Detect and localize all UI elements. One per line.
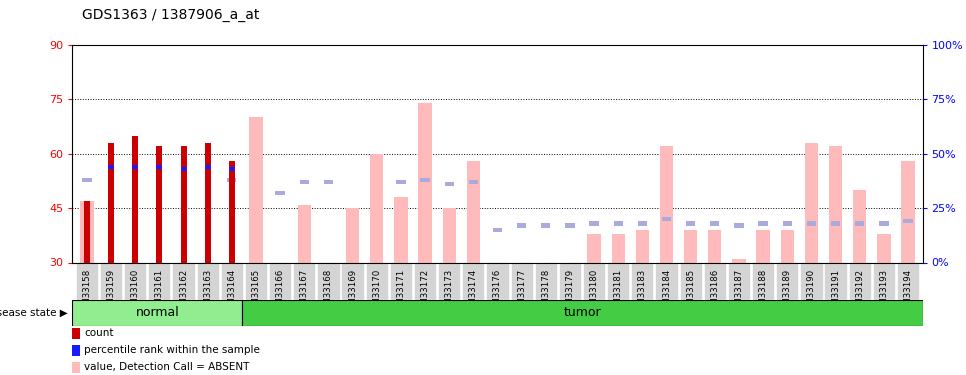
Bar [72, 362, 80, 373]
Bar [660, 147, 673, 262]
Bar [275, 191, 285, 195]
Bar [611, 234, 625, 262]
Bar [418, 103, 432, 262]
Bar [249, 117, 263, 262]
Text: percentile rank within the sample: percentile rank within the sample [84, 345, 260, 355]
Bar [589, 221, 599, 225]
Bar [613, 221, 623, 225]
Bar [394, 197, 408, 262]
Bar [805, 143, 818, 262]
Bar [853, 190, 867, 262]
Bar [420, 178, 430, 182]
Bar [782, 221, 792, 225]
Bar [636, 230, 649, 262]
Bar [181, 147, 186, 262]
Bar [684, 230, 697, 262]
Bar [587, 234, 601, 262]
Bar [831, 221, 840, 225]
Bar [442, 208, 456, 262]
Bar [396, 180, 406, 184]
Bar [493, 228, 502, 232]
Bar [82, 178, 92, 182]
Bar [108, 165, 114, 169]
Bar [781, 230, 794, 262]
Text: count: count [84, 328, 114, 338]
Bar [205, 143, 211, 262]
Bar [346, 208, 359, 262]
Bar [156, 147, 162, 262]
Text: tumor: tumor [564, 306, 601, 319]
Bar [132, 136, 138, 262]
Bar [877, 234, 891, 262]
Bar [242, 300, 923, 326]
Bar [181, 167, 186, 171]
Bar [734, 224, 744, 228]
Bar [565, 224, 575, 228]
Bar [132, 165, 138, 169]
Bar [807, 221, 816, 225]
Bar [541, 224, 551, 228]
Bar [758, 221, 768, 225]
Bar [708, 230, 722, 262]
Bar [72, 345, 80, 356]
Bar [80, 201, 94, 262]
Bar [227, 178, 237, 182]
Text: value, Detection Call = ABSENT: value, Detection Call = ABSENT [84, 362, 250, 372]
Bar [72, 300, 242, 326]
Bar [444, 182, 454, 186]
Bar [662, 217, 671, 221]
Bar [469, 180, 478, 184]
Bar [229, 167, 235, 171]
Text: disease state ▶: disease state ▶ [0, 308, 68, 318]
Bar [108, 143, 114, 262]
Bar [205, 165, 211, 169]
Bar [156, 165, 162, 169]
Bar [467, 161, 480, 262]
Bar [829, 147, 842, 262]
Bar [299, 180, 309, 184]
Bar [84, 201, 90, 262]
Text: GDS1363 / 1387906_a_at: GDS1363 / 1387906_a_at [82, 9, 260, 22]
Bar [879, 221, 889, 225]
Bar [298, 204, 311, 262]
Bar [710, 221, 720, 225]
Bar [72, 328, 80, 339]
Bar [517, 224, 526, 228]
Bar [756, 230, 770, 262]
Text: normal: normal [135, 306, 180, 319]
Bar [903, 219, 913, 224]
Bar [638, 221, 647, 225]
Bar [563, 262, 577, 270]
Bar [370, 154, 384, 262]
Bar [324, 180, 333, 184]
Bar [901, 161, 915, 262]
Bar [732, 259, 746, 262]
Bar [686, 221, 696, 225]
Bar [855, 221, 865, 225]
Bar [229, 161, 235, 262]
